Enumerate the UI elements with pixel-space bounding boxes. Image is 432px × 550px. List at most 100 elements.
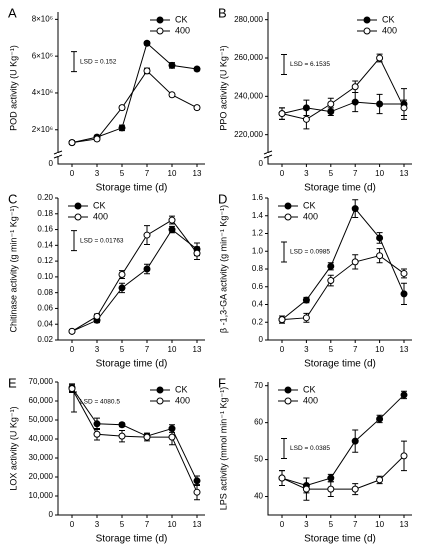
series-line: [281, 207, 405, 320]
legend-marker: [363, 27, 371, 35]
data-point: [376, 100, 384, 108]
y-axis-label: PPO activity (U Kg⁻¹): [218, 45, 228, 130]
legend-marker: [74, 202, 82, 210]
annotation: LSD = 0.0985: [290, 249, 330, 256]
data-point: [278, 110, 286, 118]
x-tick-label: 10: [375, 169, 384, 178]
data-point: [118, 271, 126, 279]
data-point: [93, 430, 101, 438]
y-tick-label: 0.08: [37, 288, 53, 297]
y-axis-label: Chitinase activity (g min⁻¹ Kg⁻¹): [8, 205, 18, 332]
data-point: [118, 421, 126, 429]
legend-marker: [284, 397, 292, 405]
x-tick-label: 0: [280, 345, 285, 354]
data-point: [143, 231, 151, 239]
data-point: [118, 124, 126, 132]
data-point: [302, 104, 310, 112]
y-axis-label: LPS activity (mmol min⁻¹ Kg⁻¹): [218, 387, 228, 511]
data-point: [193, 477, 201, 485]
y-tick-label: 60,000: [29, 396, 54, 405]
data-point: [376, 54, 384, 62]
y-tick-label: 8×10⁶: [32, 14, 53, 23]
data-point: [168, 61, 176, 69]
panel-label: B: [218, 5, 227, 20]
data-point: [93, 135, 101, 143]
y-tick-label: 220,000: [234, 130, 263, 139]
legend-marker: [156, 386, 164, 394]
annotation-bar: [281, 241, 287, 263]
y-tick-label: 0: [259, 335, 264, 344]
series-line: [281, 455, 405, 490]
y-tick-label: 0.12: [37, 256, 53, 265]
x-tick-label: 10: [168, 345, 177, 354]
data-point: [193, 65, 201, 73]
axes: [267, 382, 412, 516]
x-axis-label: Storage time (d): [96, 183, 168, 194]
y-tick-label: 0.18: [37, 209, 53, 218]
series-line: [71, 42, 198, 144]
y-tick-label: 20,000: [29, 472, 54, 481]
y-tick-label: 70: [254, 381, 263, 390]
data-point: [168, 433, 176, 441]
x-tick-label: 0: [280, 169, 285, 178]
x-tick-label: 3: [95, 520, 100, 529]
y-tick-label: 0.06: [37, 304, 53, 313]
y-tick-label: 6×10⁶: [32, 51, 53, 60]
panel-label: D: [218, 191, 227, 206]
x-tick-label: 3: [304, 169, 309, 178]
legend-marker: [156, 27, 164, 35]
axis-break: [53, 150, 63, 159]
x-tick-label: 13: [400, 169, 409, 178]
x-tick-label: 10: [168, 520, 177, 529]
y-tick-label: 0.20: [37, 193, 53, 202]
legend-label: CK: [382, 14, 395, 24]
y-tick-label: 10,000: [29, 491, 54, 500]
annotation-bar: [281, 53, 287, 75]
series-line: [281, 255, 405, 321]
data-point: [168, 216, 176, 224]
data-point: [351, 83, 359, 91]
data-point: [68, 139, 76, 147]
legend-label: CK: [303, 384, 316, 394]
data-point: [351, 485, 359, 493]
x-tick-label: 5: [329, 345, 334, 354]
axis-break-gap: [57, 153, 59, 156]
data-point: [168, 425, 176, 433]
data-point: [278, 316, 286, 324]
y-tick-label: 0.02: [37, 335, 53, 344]
data-point: [351, 258, 359, 266]
y-tick-label: 0: [49, 510, 54, 519]
y-tick-label: 40: [254, 492, 263, 501]
y-tick-label: 0.2: [252, 317, 264, 326]
legend-marker: [74, 213, 82, 221]
x-axis-label: Storage time (d): [96, 534, 168, 545]
x-tick-label: 7: [145, 169, 150, 178]
y-tick-label: 0.04: [37, 319, 53, 328]
data-point: [400, 290, 408, 298]
series-line: [71, 70, 198, 144]
axis-break-gap: [267, 153, 269, 156]
data-point: [376, 476, 384, 484]
y-tick-label: 0.10: [37, 272, 53, 281]
y-tick-label: 0: [49, 159, 54, 168]
y-axis-label: β -1,3-GA activity (g min⁻¹ Kg⁻¹): [218, 205, 228, 333]
axis-break: [263, 150, 273, 159]
annotation: LSD = 0.0385: [290, 445, 330, 452]
series-line: [71, 219, 198, 332]
legend-label: 400: [303, 211, 318, 221]
data-point: [302, 115, 310, 123]
x-tick-label: 13: [400, 520, 409, 529]
y-tick-label: 0.14: [37, 240, 53, 249]
data-point: [351, 205, 359, 213]
y-tick-label: 1.2: [252, 229, 264, 238]
y-tick-label: 50: [254, 455, 263, 464]
data-point: [143, 67, 151, 75]
panel-label: F: [218, 375, 226, 390]
data-point: [327, 100, 335, 108]
data-point: [193, 488, 201, 496]
series-line: [281, 57, 405, 120]
data-point: [143, 433, 151, 441]
data-point: [278, 474, 286, 482]
